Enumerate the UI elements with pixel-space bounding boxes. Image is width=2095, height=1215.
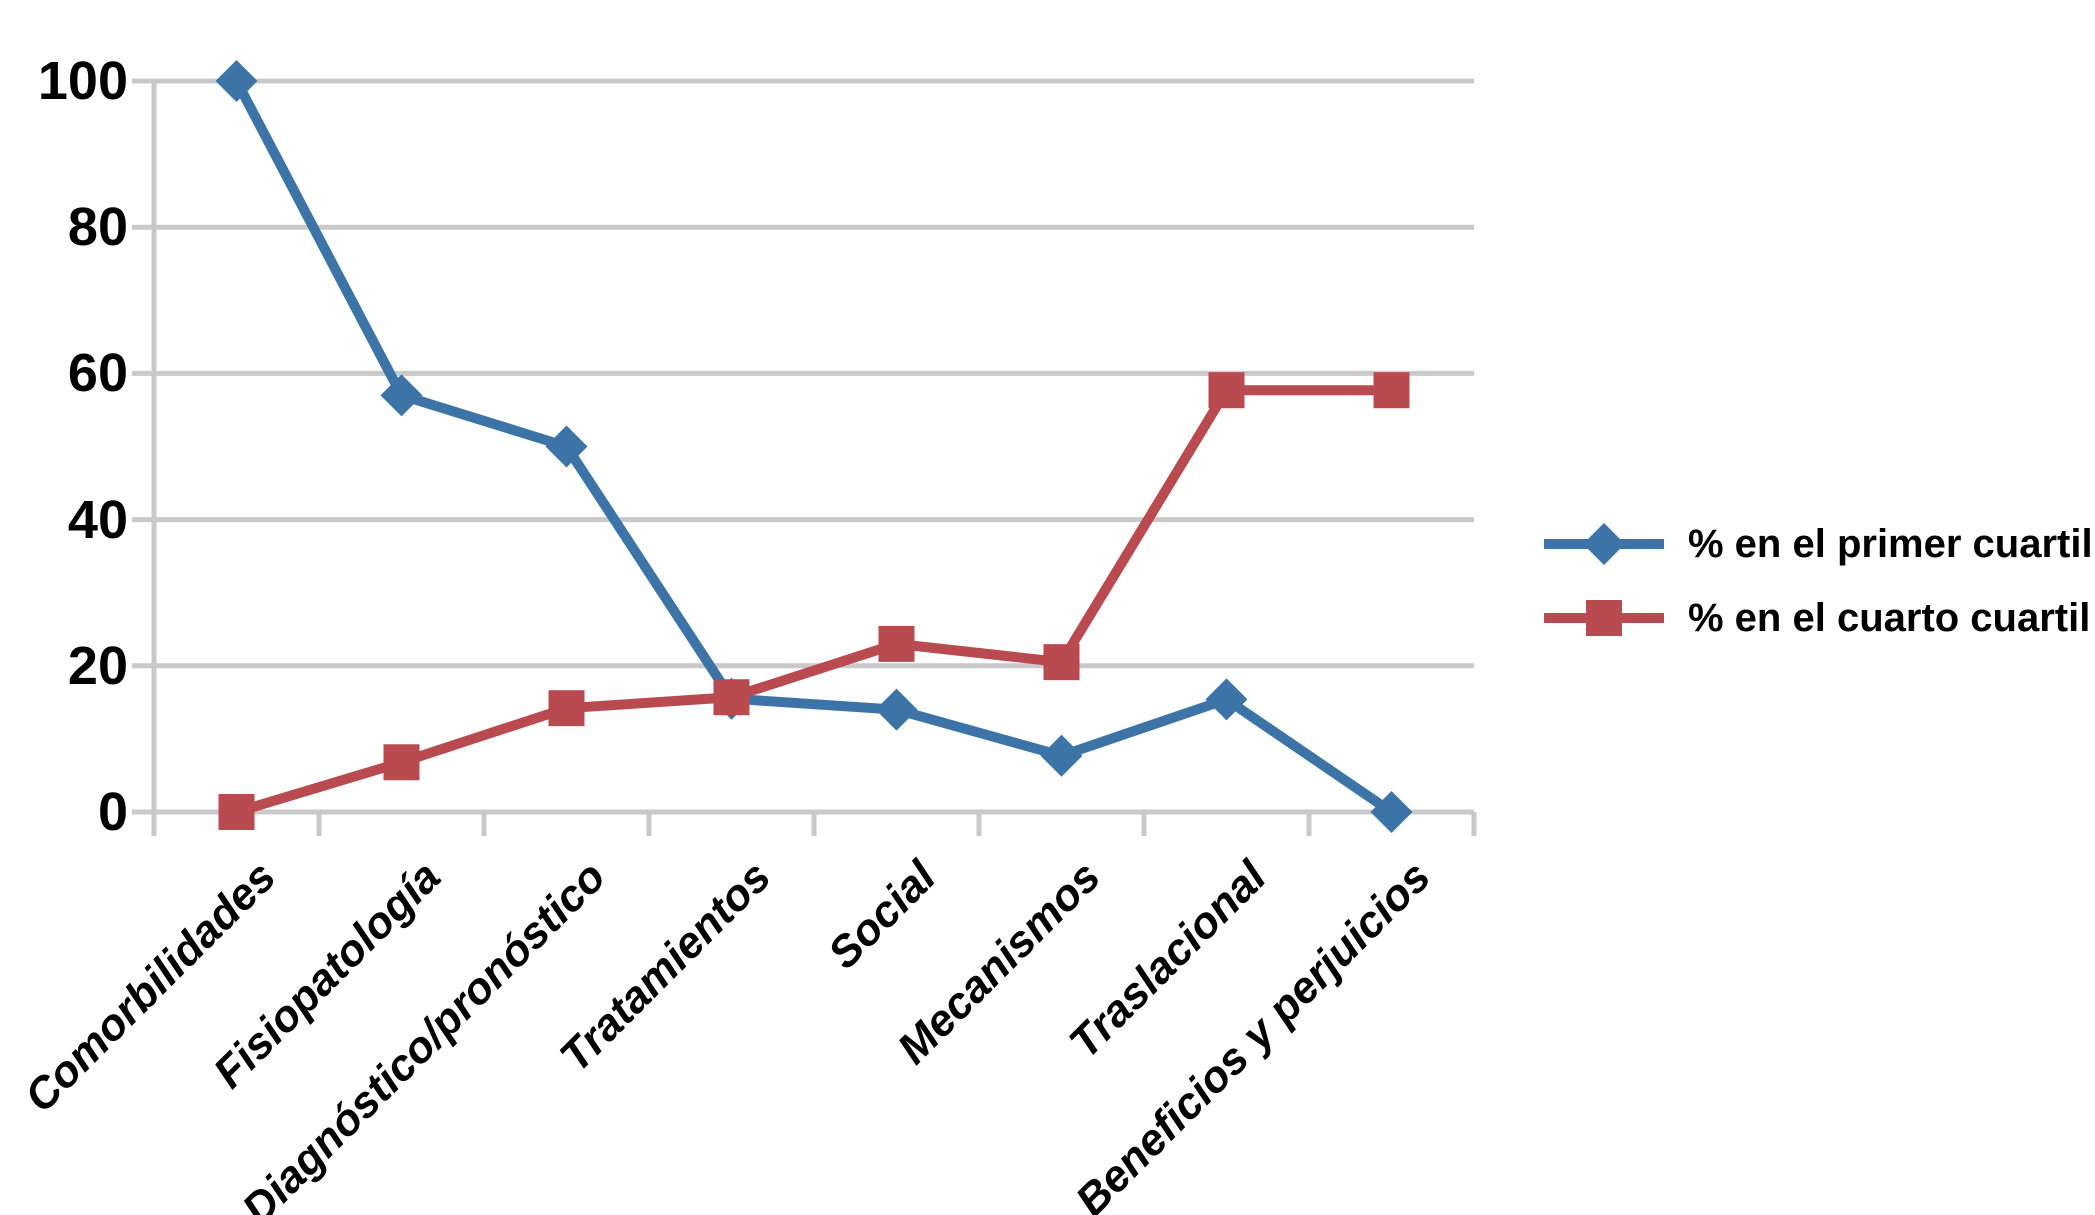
series-line-0: [231, 76, 1397, 817]
data-point-square: [878, 625, 915, 662]
y-tick-label-20: 20: [67, 635, 128, 696]
data-point-diamond: [1040, 734, 1083, 777]
data-point-diamond: [875, 688, 918, 731]
data-point-square: [713, 679, 750, 716]
data-point-square: [383, 744, 420, 781]
data-point-diamond: [545, 425, 588, 468]
data-point-square: [548, 690, 585, 727]
data-point-square: [1373, 372, 1410, 409]
data-point-square: [1043, 644, 1080, 681]
y-tick-label-40: 40: [67, 489, 128, 550]
y-tick-label-100: 100: [37, 51, 128, 111]
data-point-diamond: [1370, 791, 1413, 833]
legend: % en el primer cuartil % en el cuarto cu…: [1542, 520, 2093, 642]
legend-label: % en el cuarto cuartil: [1688, 595, 2091, 640]
data-point-diamond: [1205, 678, 1248, 721]
data-point-diamond: [215, 60, 258, 102]
data-point-square: [218, 794, 255, 830]
legend-item-cuarto-cuartil: % en el cuarto cuartil: [1542, 594, 2093, 642]
series-line-1: [231, 385, 1397, 817]
y-tick-label-60: 60: [67, 343, 128, 404]
legend-marker-diamond-icon: [1544, 523, 1664, 565]
y-tick-label-80: 80: [67, 197, 128, 258]
data-point-diamond: [380, 374, 423, 417]
legend-item-primer-cuartil: % en el primer cuartil: [1542, 520, 2093, 568]
data-point-square: [1208, 372, 1245, 409]
y-tick-label-0: 0: [97, 782, 128, 842]
legend-marker-square-icon: [1544, 600, 1664, 636]
legend-label: % en el primer cuartil: [1688, 521, 2093, 566]
